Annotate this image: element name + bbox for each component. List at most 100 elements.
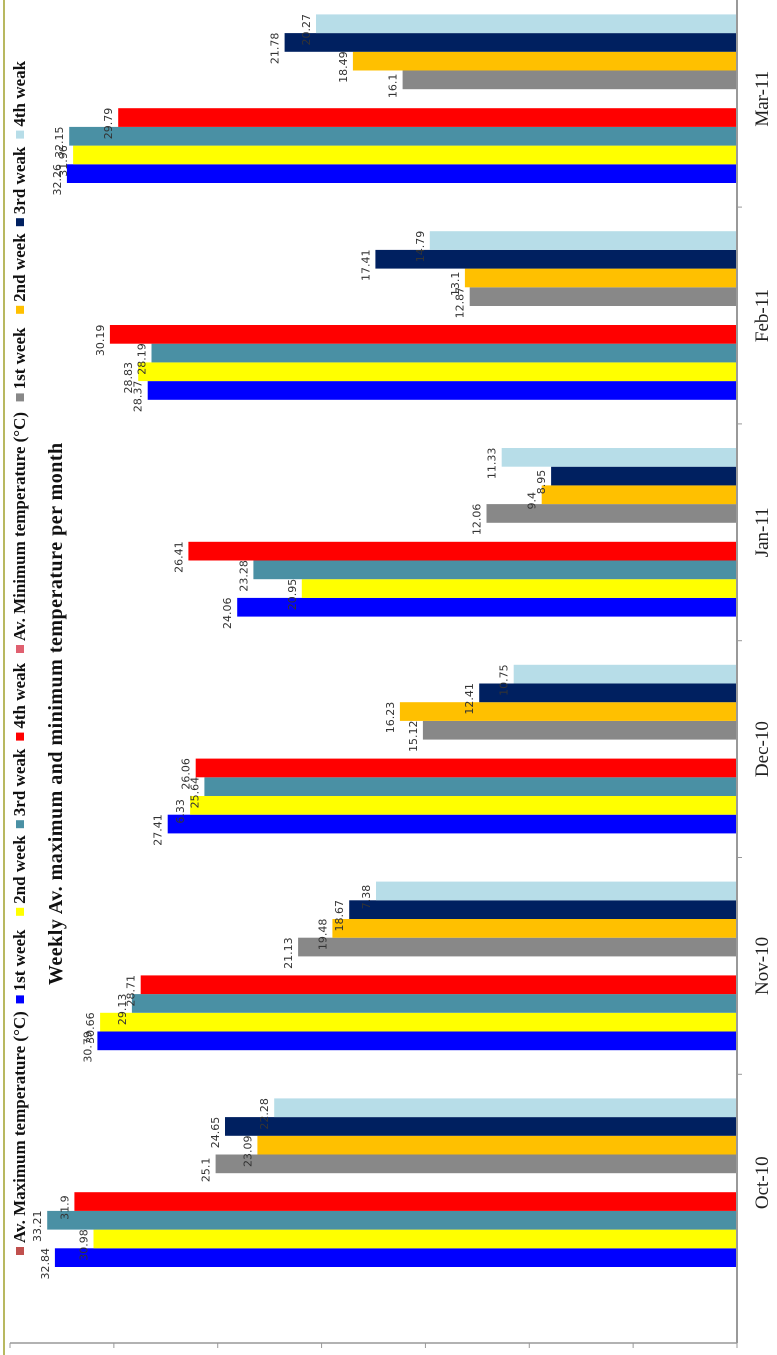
bar-max-2 bbox=[190, 796, 738, 815]
category-label: Feb-11 bbox=[752, 289, 773, 342]
data-label: 24.06 bbox=[221, 597, 234, 629]
legend-swatch bbox=[16, 820, 24, 829]
legend-label: 4th weak bbox=[10, 60, 29, 126]
data-label: 16.23 bbox=[384, 702, 397, 734]
bar-max-3 bbox=[204, 777, 737, 796]
bar-min-1 bbox=[298, 937, 737, 957]
data-label: 26.41 bbox=[172, 541, 185, 573]
bar-min-1 bbox=[215, 1154, 738, 1174]
bar-min-1 bbox=[402, 70, 737, 90]
data-label: 30.79 bbox=[81, 1031, 94, 1063]
value-tick-label: 15 bbox=[415, 1352, 435, 1355]
value-tick-label: 35 bbox=[0, 1352, 20, 1355]
bar-max-1 bbox=[147, 381, 737, 400]
data-label: 33.21 bbox=[31, 1210, 44, 1242]
legend-label: Av. Maximum temperature (°C) bbox=[10, 1011, 29, 1243]
bar-min-3 bbox=[551, 466, 737, 486]
data-label: 25.1 bbox=[200, 1158, 213, 1183]
legend-swatch bbox=[16, 130, 24, 139]
bar-min-1 bbox=[469, 287, 737, 306]
data-label: 9.4 bbox=[526, 492, 539, 510]
bar-min-2 bbox=[541, 485, 738, 505]
data-label: 11.33 bbox=[486, 448, 499, 480]
bar-max-1 bbox=[66, 164, 737, 183]
bar-max-2 bbox=[100, 1012, 738, 1032]
data-label: 23.09 bbox=[241, 1135, 254, 1167]
bar-min-3 bbox=[225, 1117, 737, 1136]
value-tick-label: 25 bbox=[208, 1352, 228, 1355]
data-labels: 32.84 30.98 33.21 31.9 25.1 23.09 24.65 22.28 30… bbox=[31, 14, 548, 1280]
bar-max-2 bbox=[301, 579, 737, 598]
bar-min-3 bbox=[284, 33, 737, 52]
bar-max-1 bbox=[167, 814, 737, 834]
bar-max-1 bbox=[237, 597, 737, 617]
category-label: Jan-11 bbox=[752, 507, 773, 557]
value-tick-label: 20 bbox=[312, 1352, 332, 1355]
legend-label: 3rd weak bbox=[10, 146, 29, 214]
data-label: 26.06 bbox=[180, 758, 193, 790]
data-label: 28.37 bbox=[132, 381, 145, 413]
bar-min-4 bbox=[376, 881, 737, 901]
value-tick-label: 0 bbox=[732, 1352, 742, 1355]
data-label: 30.98 bbox=[78, 1229, 91, 1261]
data-label: 29.13 bbox=[116, 994, 129, 1026]
legend-label: 1st week bbox=[10, 929, 29, 991]
data-label: 32.26 bbox=[51, 164, 64, 196]
data-label: 25.64 bbox=[188, 777, 201, 809]
legend-label: 1st week bbox=[10, 327, 29, 389]
bar-min-2 bbox=[352, 51, 737, 71]
legend-label: 3rd weak bbox=[10, 748, 29, 816]
data-label: 31.96 bbox=[57, 145, 70, 177]
data-label: 12.06 bbox=[471, 504, 484, 536]
bar-max-4 bbox=[118, 108, 737, 127]
data-label: 20.95 bbox=[286, 579, 299, 611]
legend-swatch bbox=[16, 995, 24, 1004]
bar-min-3 bbox=[479, 683, 737, 703]
bar-max-3 bbox=[69, 126, 737, 146]
data-label: 10.75 bbox=[498, 664, 511, 696]
legend-swatch bbox=[16, 1247, 24, 1255]
bar-max-3 bbox=[151, 343, 737, 363]
legend-swatch bbox=[16, 732, 24, 741]
data-label: 18.67 bbox=[333, 900, 346, 932]
legend-swatch bbox=[16, 907, 24, 916]
bar-max-1 bbox=[97, 1031, 737, 1051]
chart-title: Weekly Av. maximum and minimum temperatu… bbox=[45, 442, 67, 985]
bar-min-1 bbox=[422, 720, 737, 740]
data-label: 17.41 bbox=[359, 249, 372, 281]
legend-label: 4th weak bbox=[10, 662, 29, 728]
legend: Av. Maximum temperature (°C) 1st week 2nd … bbox=[10, 60, 29, 1255]
data-label: 13.1 bbox=[449, 272, 462, 297]
legend-swatch bbox=[16, 393, 24, 402]
data-label: 18.49 bbox=[337, 51, 350, 83]
data-label: 16.1 bbox=[387, 74, 400, 99]
category-label: Dec-10 bbox=[752, 721, 773, 777]
value-tick-label: 30 bbox=[104, 1352, 124, 1355]
data-label: 32.15 bbox=[53, 126, 66, 158]
bar-min-2 bbox=[257, 1135, 737, 1155]
bar-min-2 bbox=[332, 919, 737, 938]
bar-max-4 bbox=[74, 1192, 737, 1211]
bar-min-4 bbox=[316, 14, 737, 34]
bar-min-4 bbox=[429, 231, 737, 250]
data-label: 30.66 bbox=[84, 1012, 97, 1044]
bar-max-2 bbox=[73, 145, 738, 165]
bar-max-4 bbox=[188, 541, 737, 561]
category-label: Mar-11 bbox=[752, 71, 773, 127]
data-label: 23.28 bbox=[237, 560, 250, 592]
legend-label: Av. Minimum temperature (°C) bbox=[10, 412, 29, 641]
bar-min-4 bbox=[501, 448, 738, 467]
value-tick-label: 5 bbox=[628, 1352, 638, 1355]
data-label: 22.28 bbox=[258, 1098, 271, 1130]
bar-max-3 bbox=[47, 1210, 737, 1230]
bar-max-3 bbox=[253, 560, 737, 580]
data-label: 28.83 bbox=[122, 362, 135, 394]
bar-max-1 bbox=[54, 1248, 737, 1267]
legend-swatch bbox=[16, 645, 24, 653]
bar-min-2 bbox=[464, 268, 737, 288]
data-label: 28.19 bbox=[136, 343, 149, 375]
bar-min-3 bbox=[349, 900, 737, 919]
bar-min-4 bbox=[513, 664, 738, 684]
bar-max-3 bbox=[131, 994, 737, 1013]
